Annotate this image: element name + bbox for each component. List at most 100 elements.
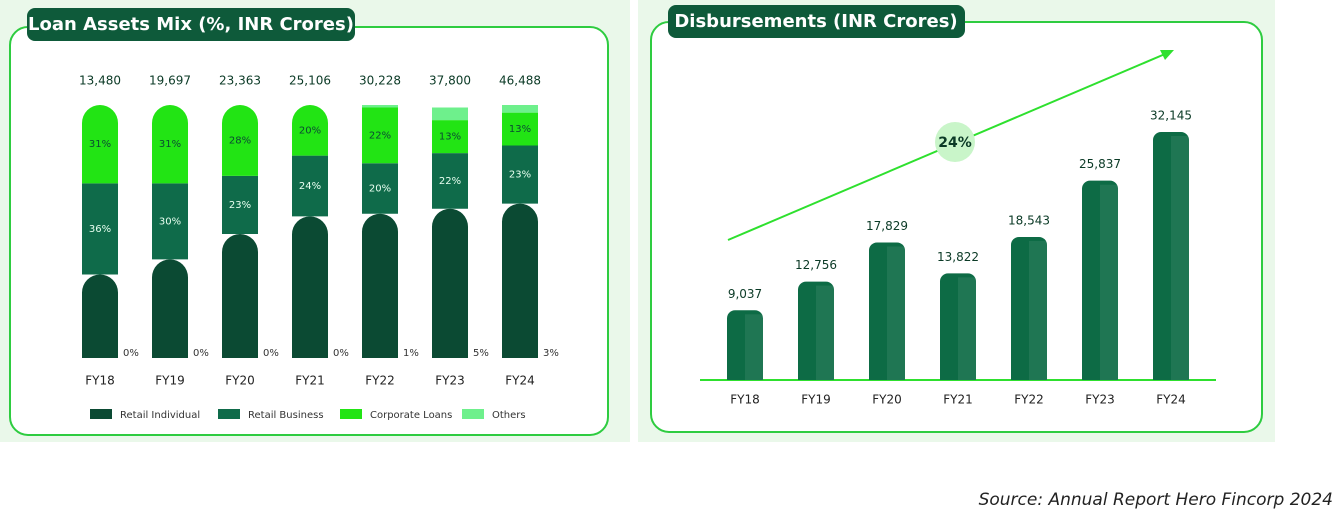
bar-segment (432, 107, 468, 121)
total-label: 13,480 (79, 74, 121, 88)
x-tick-label: FY19 (155, 374, 185, 388)
bar-segment (222, 175, 258, 235)
chart-title: Loan Assets Mix (%, INR Crores) (28, 14, 354, 35)
bar-segment (502, 112, 538, 146)
bar-segment (502, 145, 538, 204)
total-label: 23,363 (219, 74, 261, 88)
bar-segment (82, 274, 118, 358)
legend-swatch (90, 409, 112, 419)
bar-shade (1029, 240, 1047, 380)
legend-label: Retail Business (248, 410, 324, 421)
bar-segment (292, 155, 328, 217)
chart-title: Disbursements (INR Crores) (674, 11, 957, 32)
data-label: 22% (369, 130, 391, 141)
data-label: 30% (159, 216, 181, 227)
bar-segment (152, 105, 188, 184)
data-label: 23% (509, 170, 531, 181)
data-label: 25,837 (1079, 157, 1121, 171)
data-label: 13% (509, 124, 531, 135)
data-label: 13% (439, 132, 461, 143)
x-tick-label: FY23 (435, 374, 465, 388)
bar-segment (502, 203, 538, 358)
bar-segment (362, 213, 398, 358)
bar (1153, 132, 1189, 380)
title-pill (27, 8, 355, 41)
data-label: 18,543 (1008, 213, 1050, 227)
data-label: 17,829 (866, 219, 908, 233)
data-label: 9,037 (728, 287, 762, 301)
bar-segment (362, 163, 398, 214)
bar-shade (1100, 184, 1118, 380)
x-tick-label: FY18 (85, 374, 115, 388)
x-tick-label: FY22 (1014, 393, 1044, 407)
bar (798, 281, 834, 380)
bar-shade (958, 277, 976, 380)
data-label: 0% (333, 348, 349, 359)
x-tick-label: FY21 (943, 393, 973, 407)
legend-label: Retail Individual (120, 410, 200, 421)
data-label: 13,822 (937, 250, 979, 264)
bar (1011, 236, 1047, 380)
total-label: 37,800 (429, 74, 471, 88)
data-label: 31% (89, 139, 111, 150)
x-tick-label: FY18 (730, 393, 760, 407)
annotation-badge (935, 122, 975, 162)
bar-segment (432, 153, 468, 209)
data-label: 3% (543, 348, 559, 359)
bar-shade (1171, 136, 1189, 380)
source: Source: Annual Report Hero Fincorp 2024 (979, 490, 1333, 510)
bar (869, 242, 905, 380)
x-tick-label: FY19 (801, 393, 831, 407)
bar-segment (502, 105, 538, 113)
data-label: 1% (403, 348, 419, 359)
bar-segment (292, 105, 328, 156)
total-label: 19,697 (149, 74, 191, 88)
data-label: 28% (229, 135, 251, 146)
data-label: 20% (369, 183, 391, 194)
x-tick-label: FY24 (505, 374, 535, 388)
legend-label: Others (492, 410, 526, 421)
bar (727, 310, 763, 380)
legend-label: Corporate Loans (370, 410, 452, 421)
data-label: 22% (439, 176, 461, 187)
x-tick-label: FY20 (225, 374, 255, 388)
data-label: 0% (123, 348, 139, 359)
x-tick-label: FY24 (1156, 393, 1186, 407)
x-tick-label: FY22 (365, 374, 395, 388)
x-tick-label: FY21 (295, 374, 325, 388)
title-pill (668, 5, 965, 38)
bar-segment (82, 183, 118, 275)
legend-swatch (462, 409, 484, 419)
total-label: 46,488 (499, 74, 541, 88)
data-label: 36% (89, 224, 111, 235)
bar-segment (222, 105, 258, 176)
legend-swatch (218, 409, 240, 419)
data-label: 24% (299, 181, 321, 192)
arrow-head (1160, 50, 1174, 60)
bar (1082, 180, 1118, 380)
data-label: 5% (473, 348, 489, 359)
bar-segment (362, 107, 398, 164)
x-tick-label: FY23 (1085, 393, 1115, 407)
bar-segment (82, 105, 118, 184)
data-label: 31% (159, 139, 181, 150)
bar-segment (362, 105, 398, 108)
data-label: 32,145 (1150, 109, 1192, 123)
data-label: 23% (229, 200, 251, 211)
bar-shade (816, 285, 834, 380)
bar-shade (887, 246, 905, 380)
bar-segment (292, 216, 328, 358)
bar-segment (432, 120, 468, 154)
annotation: 24% (938, 135, 972, 151)
data-label: 0% (193, 348, 209, 359)
data-label: 0% (263, 348, 279, 359)
bar-shade (745, 314, 763, 380)
x-tick-label: FY20 (872, 393, 902, 407)
legend-swatch (340, 409, 362, 419)
bar-segment (222, 234, 258, 358)
bar-segment (152, 259, 188, 358)
total-label: 30,228 (359, 74, 401, 88)
data-label: 20% (299, 125, 321, 136)
